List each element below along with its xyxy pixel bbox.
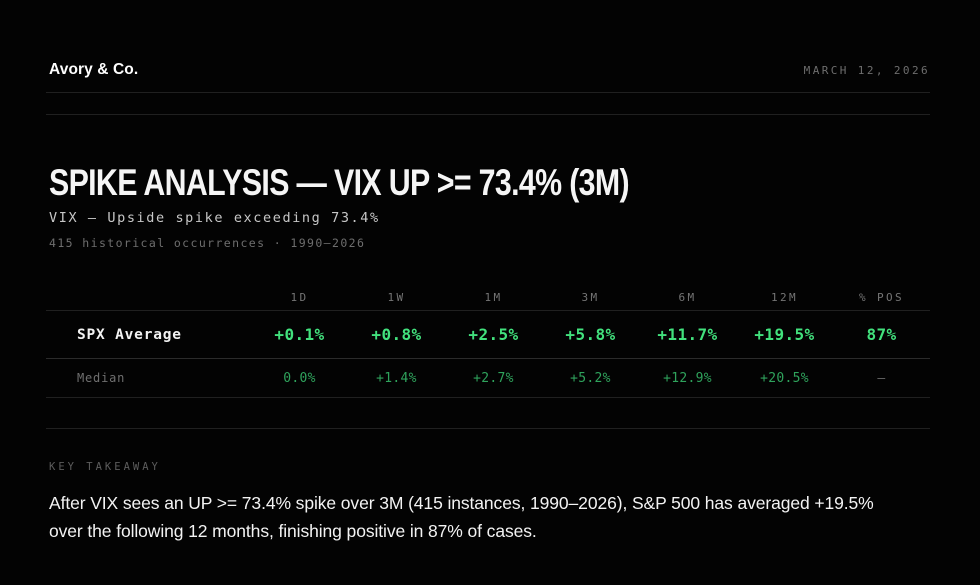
column-header-1d: 1D [290, 291, 309, 304]
key-takeaway-text: After VIX sees an UP >= 73.4% spike over… [49, 489, 931, 545]
key-takeaway-line-2: over the following 12 months, finishing … [49, 521, 537, 541]
row-label: Median [77, 371, 126, 385]
median-12m: +20.5% [760, 370, 809, 386]
key-takeaway-section: KEY TAKEAWAY After VIX sees an UP >= 73.… [49, 461, 931, 545]
title-block: SPIKE ANALYSIS — VIX UP >= 73.4% (3M) VI… [49, 161, 756, 250]
top-bar: Avory & Co. MARCH 12, 2026 [49, 61, 930, 79]
median-3m: +5.2% [570, 370, 611, 386]
median-1d: 0.0% [283, 370, 316, 386]
spx-average-3m: +5.8% [565, 325, 616, 344]
report-date: MARCH 12, 2026 [803, 64, 930, 77]
returns-table: 1D 1W 1M 3M 6M 12M % POS SPX Average +0.… [46, 285, 930, 429]
median-6m: +12.9% [663, 370, 712, 386]
page-title: SPIKE ANALYSIS — VIX UP >= 73.4% (3M) [49, 162, 630, 203]
table-row-spx-average: SPX Average +0.1% +0.8% +2.5% +5.8% +11.… [46, 311, 930, 359]
header-divider [46, 92, 930, 93]
median-1w: +1.4% [376, 370, 417, 386]
spx-average-6m: +11.7% [657, 325, 718, 344]
column-header-1m: 1M [484, 291, 503, 304]
spx-average-1w: +0.8% [371, 325, 422, 344]
table-bottom-divider [46, 398, 930, 429]
spx-average-1d: +0.1% [274, 325, 325, 344]
table-header-row: 1D 1W 1M 3M 6M 12M % POS [46, 285, 930, 311]
spx-average-pct-pos: 87% [866, 325, 897, 344]
subtitle: VIX — Upside spike exceeding 73.4% [49, 210, 380, 226]
header-divider-secondary [46, 114, 930, 115]
table-row-median: Median 0.0% +1.4% +2.7% +5.2% +12.9% +20… [46, 359, 930, 398]
key-takeaway-label: KEY TAKEAWAY [49, 461, 161, 473]
row-label: SPX Average [77, 326, 182, 343]
column-header-1w: 1W [387, 291, 406, 304]
spx-average-1m: +2.5% [468, 325, 519, 344]
spx-average-12m: +19.5% [754, 325, 815, 344]
median-1m: +2.7% [473, 370, 514, 386]
key-takeaway-line-1: After VIX sees an UP >= 73.4% spike over… [49, 493, 874, 513]
brand-name: Avory & Co. [49, 61, 139, 78]
median-pct-pos: — [877, 370, 886, 386]
column-header-6m: 6M [678, 291, 697, 304]
column-header-12m: 12M [770, 291, 799, 304]
occurrences-meta: 415 historical occurrences · 1990–2026 [49, 236, 366, 250]
column-header-3m: 3M [581, 291, 600, 304]
column-header-pct-pos: % POS [858, 291, 905, 304]
